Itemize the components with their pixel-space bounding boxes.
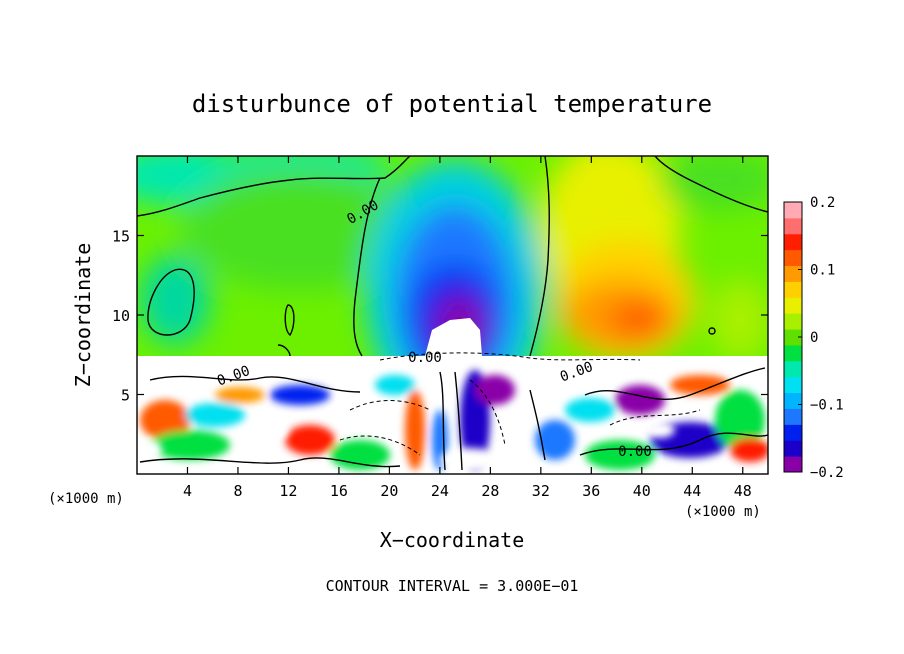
heatmap-field: 0.00 0.00 0.00 0.00 0.00 <box>137 156 768 474</box>
colorbar-tick-label: −0.1 <box>810 398 844 414</box>
contour-interval-note: CONTOUR INTERVAL = 3.000E−01 <box>326 577 579 595</box>
x-tick-label: 20 <box>380 482 398 500</box>
x-tick-label: 44 <box>683 482 701 500</box>
chart-title: disturbunce of potential temperature <box>192 90 712 118</box>
colorbar-tick-label: 0.1 <box>810 263 835 279</box>
white-patch <box>425 318 482 356</box>
colorbar-swatch <box>784 217 802 235</box>
colorbar-swatch <box>784 424 802 441</box>
colorbar-tick-label: 0.2 <box>810 195 835 211</box>
y-tick-label: 10 <box>112 307 130 325</box>
x-tick-label: 32 <box>532 482 550 500</box>
x-tick-label: 48 <box>734 482 752 500</box>
colorbar-swatch <box>784 360 802 378</box>
y-tick-label: 15 <box>112 228 130 246</box>
x-tick-label: 24 <box>431 482 449 500</box>
x-tick-label: 40 <box>633 482 651 500</box>
colorbar-swatch <box>784 408 802 425</box>
colorbar-swatch <box>784 281 802 298</box>
colorbar-swatch <box>784 329 802 346</box>
colorbar <box>784 202 802 473</box>
contour-label: 0.00 <box>618 444 652 460</box>
colorbar-ticks: 0.2 0.1 0 −0.1 −0.2 <box>798 195 844 481</box>
colorbar-swatch <box>784 376 802 394</box>
colorbar-swatch <box>784 456 802 473</box>
colorbar-swatch <box>784 233 802 251</box>
x-axis-title: X−coordinate <box>380 528 525 552</box>
colorbar-tick-label: −0.2 <box>810 465 844 481</box>
contour-lines <box>137 156 768 471</box>
colorbar-tick-label: 0 <box>810 330 818 346</box>
colorbar-swatch <box>784 249 802 267</box>
y-axis-title: Z−coordinate <box>71 243 95 388</box>
x-tick-label: 28 <box>481 482 499 500</box>
y-axis: 5 10 15 <box>112 228 768 405</box>
colorbar-swatch <box>784 265 802 282</box>
x-unit-label-left: (×1000 m) <box>48 491 124 507</box>
x-tick-label: 36 <box>582 482 600 500</box>
x-unit-label-right: (×1000 m) <box>685 504 761 520</box>
contour-label: 0.00 <box>408 350 442 366</box>
x-tick-label: 4 <box>183 482 192 500</box>
colorbar-swatch <box>784 344 802 362</box>
colorbar-swatch <box>784 297 802 314</box>
x-tick-label: 8 <box>233 482 242 500</box>
colorbar-swatch <box>784 392 802 409</box>
colorbar-swatch <box>784 313 802 330</box>
y-tick-label: 5 <box>121 387 130 405</box>
x-tick-label: 16 <box>330 482 348 500</box>
colorbar-swatch <box>784 440 802 457</box>
x-tick-label: 12 <box>279 482 297 500</box>
x-axis: 4 8 12 16 20 24 28 32 36 40 44 48 <box>183 156 752 500</box>
colorbar-swatch <box>784 202 802 219</box>
